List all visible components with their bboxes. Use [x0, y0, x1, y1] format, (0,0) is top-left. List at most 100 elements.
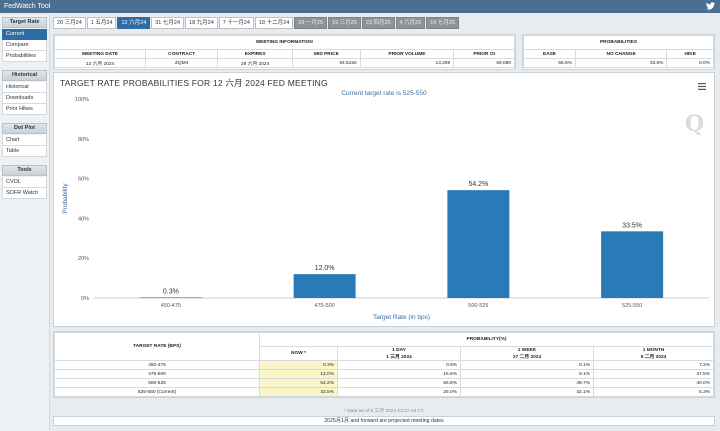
meeting-info-table: MEETING INFORMATION MEETING DATE CONTRAC… — [53, 35, 515, 68]
rate-cell: 500-525 — [54, 378, 260, 388]
data-label: 0.3% — [163, 288, 179, 295]
y-tick-label: 20% — [78, 256, 89, 262]
sidebar-item-downloads[interactable]: Downloads — [2, 93, 47, 104]
tab-meeting-12[interactable]: 16 七月25 — [426, 17, 460, 29]
y-tick-label: 80% — [78, 137, 89, 143]
bar — [293, 274, 356, 298]
bar — [601, 231, 664, 298]
tab-meeting-9[interactable]: 19 三月25 — [328, 17, 361, 29]
prior-volume-value: 13,289 — [359, 58, 455, 68]
probabilities-panel: PROBABILITIES EASE NO CHANGE HIKE 66.5% … — [522, 34, 715, 70]
sidebar-heading-historical: Historical — [2, 70, 47, 81]
bar — [139, 297, 202, 298]
tab-meeting-4[interactable]: 31 七月24 — [151, 17, 185, 29]
week-cell: 0.1% — [460, 360, 594, 370]
tab-meeting-3[interactable]: 12 六月24 — [117, 17, 151, 29]
sidebar-item-historical[interactable]: Historical — [2, 82, 47, 93]
week-cell: 42.1% — [460, 387, 594, 397]
table-row: 450-475 0.3% 0.6% 0.1% 7.2% — [54, 360, 714, 370]
x-tick-label: 475-500 — [315, 303, 335, 309]
probability-table-panel: TARGET RATE (BPS) PROBABILITY(%) NOW * 1… — [53, 331, 715, 398]
probability-table: TARGET RATE (BPS) PROBABILITY(%) NOW * 1… — [54, 332, 714, 397]
contract-value: ZQM4 — [145, 58, 219, 68]
prior-oi-value: 69,080 — [453, 58, 515, 68]
x-tick-label: 525-550 — [622, 303, 642, 309]
sidebar-item-prior-hikes[interactable]: Prior Hikes — [2, 104, 47, 115]
chart-subtitle: Current target rate is 525-550 — [341, 90, 427, 97]
data-label: 54.2% — [468, 181, 488, 188]
rate-cell: 475-500 — [54, 369, 260, 379]
twitter-icon[interactable] — [706, 2, 715, 10]
y-axis-label: Probability — [62, 183, 69, 214]
sidebar-item-sofr-watch[interactable]: SOFR Watch — [2, 188, 47, 199]
y-tick-label: 40% — [78, 216, 89, 222]
meeting-tabs: 20 三月24 1 五月24 12 六月24 31 七月24 18 九月24 7… — [53, 17, 460, 29]
now-cell: 12.0% — [259, 369, 338, 379]
sidebar-heading-dot-plot: Dot Plot — [2, 123, 47, 134]
day-cell: 26.0% — [337, 387, 461, 397]
title-bar: FedWatch Tool — [0, 0, 720, 13]
bar — [447, 190, 510, 298]
now-cell: 33.5% — [259, 387, 338, 397]
probabilities-header: HIKE — [666, 49, 714, 59]
col-1-week: 1 WEEK 27 二月 2024 — [460, 346, 594, 361]
meeting-info-header: EXPIRES — [217, 49, 294, 59]
tab-meeting-6[interactable]: 7 十一月24 — [218, 17, 254, 29]
rate-cell: 450-475 — [54, 360, 260, 370]
sidebar-item-current[interactable]: Current — [2, 29, 47, 40]
expires-value: 28 六月 2024 — [217, 58, 294, 68]
probabilities-table: PROBABILITIES EASE NO CHANGE HIKE 66.5% … — [523, 35, 714, 68]
meeting-info-heading: MEETING INFORMATION — [54, 35, 515, 50]
data-label: 33.5% — [622, 222, 642, 229]
projection-footer: 2025月1月 and forward are projected meetin… — [53, 416, 715, 426]
chart-panel: TARGET RATE PROBABILITIES FOR 12 六月 2024… — [53, 72, 715, 327]
sidebar-item-cvol[interactable]: CVOL — [2, 177, 47, 188]
tab-meeting-5[interactable]: 18 九月24 — [185, 17, 218, 29]
tab-meeting-7[interactable]: 18 十二月24 — [255, 17, 294, 29]
meeting-info-header: MEETING DATE — [53, 49, 147, 59]
tab-meeting-2[interactable]: 1 五月24 — [86, 17, 117, 29]
week-cell: 8.1% — [460, 369, 594, 379]
week-cell: 49.7% — [460, 378, 594, 388]
tab-meeting-1[interactable]: 20 三月24 — [53, 17, 86, 29]
col-1-day: 1 DAY 1 三月 2024 — [337, 346, 461, 361]
now-cell: 0.3% — [259, 360, 338, 370]
table-row: 475-500 12.0% 16.6% 8.1% 47.5% — [54, 369, 714, 379]
chart-title: TARGET RATE PROBABILITIES FOR 12 六月 2024… — [60, 78, 328, 88]
mid-price-value: 94.6150 — [292, 58, 361, 68]
day-cell: 56.8% — [337, 378, 461, 388]
chart-menu-icon[interactable] — [698, 83, 706, 90]
day-cell: 0.6% — [337, 360, 461, 370]
probabilities-header: EASE — [523, 49, 576, 59]
sidebar-heading-tools: Tools — [2, 165, 47, 176]
sidebar-item-table[interactable]: Table — [2, 146, 47, 157]
sidebar-item-probabilities[interactable]: Probabilities — [2, 51, 47, 62]
col-probability: PROBABILITY(%) — [259, 332, 714, 347]
table-row: 500-525 54.2% 56.8% 49.7% 40.0% — [54, 378, 714, 388]
data-timestamp-note: * Data as of 5 三月 2024 12:27:16 CT — [344, 409, 424, 414]
sidebar-item-chart[interactable]: Chart — [2, 135, 47, 146]
sidebar: Target Rate Current Compare Probabilitie… — [0, 15, 50, 431]
month-cell: 7.2% — [593, 360, 714, 370]
sidebar-heading-target-rate: Target Rate — [2, 17, 47, 28]
probabilities-heading: PROBABILITIES — [523, 35, 714, 50]
tab-meeting-10[interactable]: 23 四月25 — [361, 17, 395, 29]
y-tick-label: 0% — [81, 296, 89, 302]
meeting-info-panel: MEETING INFORMATION MEETING DATE CONTRAC… — [53, 34, 516, 70]
meeting-date-value: 12 六月 2024 — [53, 58, 147, 68]
x-tick-label: 450-475 — [161, 303, 181, 309]
hike-value: 0.0% — [666, 58, 714, 68]
tab-meeting-8[interactable]: 29 一月25 — [294, 17, 328, 29]
meeting-info-header: PRIOR VOLUME — [359, 49, 455, 59]
tab-meeting-11[interactable]: 4 六月25 — [395, 17, 426, 29]
day-cell: 16.6% — [337, 369, 461, 379]
meeting-info-header: CONTRACT — [145, 49, 219, 59]
y-tick-label: 100% — [75, 97, 89, 103]
col-target-rate: TARGET RATE (BPS) — [54, 332, 260, 361]
rate-cell: 525-550 (Current) — [54, 387, 260, 397]
month-cell: 5.3% — [593, 387, 714, 397]
y-tick-label: 60% — [78, 177, 89, 183]
meeting-info-header: PRIOR OI — [453, 49, 515, 59]
meeting-info-header: MID PRICE — [292, 49, 361, 59]
sidebar-item-compare[interactable]: Compare — [2, 40, 47, 51]
